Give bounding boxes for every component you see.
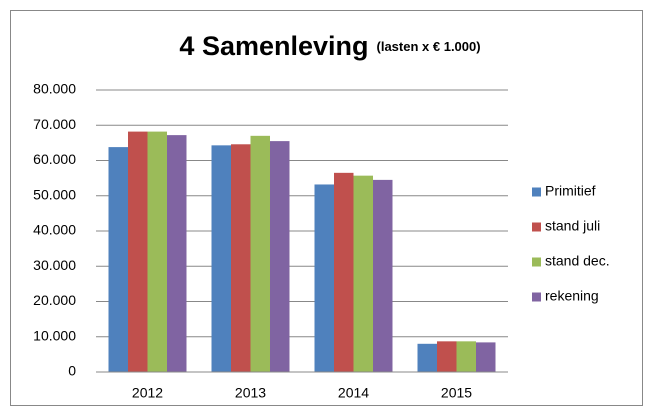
bar	[476, 342, 496, 372]
legend-swatch	[532, 222, 541, 232]
legend-label: stand dec.	[545, 253, 610, 269]
bar	[147, 131, 167, 372]
bar	[270, 141, 290, 372]
bar	[167, 135, 187, 372]
y-tick-label: 20.000	[33, 292, 76, 308]
bar	[231, 144, 251, 372]
legend-swatch	[532, 292, 541, 302]
y-tick-label: 0	[68, 363, 76, 379]
bar	[250, 135, 270, 372]
chart-title: 4 Samenleving	[179, 31, 368, 61]
legend-label: rekening	[545, 288, 599, 304]
x-tick-label: 2014	[338, 385, 369, 401]
bar	[108, 147, 128, 372]
legend-swatch	[532, 187, 541, 197]
chart-title-group: 4 Samenleving (lasten x € 1.000)	[179, 31, 480, 61]
y-tick-label: 50.000	[33, 186, 76, 202]
chart-subtitle: (lasten x € 1.000)	[377, 39, 481, 54]
bar	[334, 172, 354, 372]
y-tick-label: 60.000	[33, 151, 76, 167]
legend-label: Primitief	[545, 183, 596, 199]
bar	[417, 343, 437, 372]
legend-swatch	[532, 257, 541, 267]
legend-label: stand juli	[545, 218, 600, 234]
y-tick-label: 10.000	[33, 327, 76, 343]
bar	[373, 179, 393, 372]
x-tick-label: 2015	[441, 385, 472, 401]
y-tick-label: 40.000	[33, 222, 76, 238]
y-tick-label: 30.000	[33, 257, 76, 273]
x-tick-label: 2012	[132, 385, 163, 401]
bar	[314, 184, 334, 372]
y-tick-label: 80.000	[33, 81, 76, 97]
bar	[437, 341, 457, 372]
bar	[353, 175, 373, 372]
bar	[456, 341, 476, 372]
bar	[128, 131, 148, 372]
x-tick-label: 2013	[235, 385, 266, 401]
bar	[211, 145, 231, 372]
y-tick-label: 70.000	[33, 116, 76, 132]
